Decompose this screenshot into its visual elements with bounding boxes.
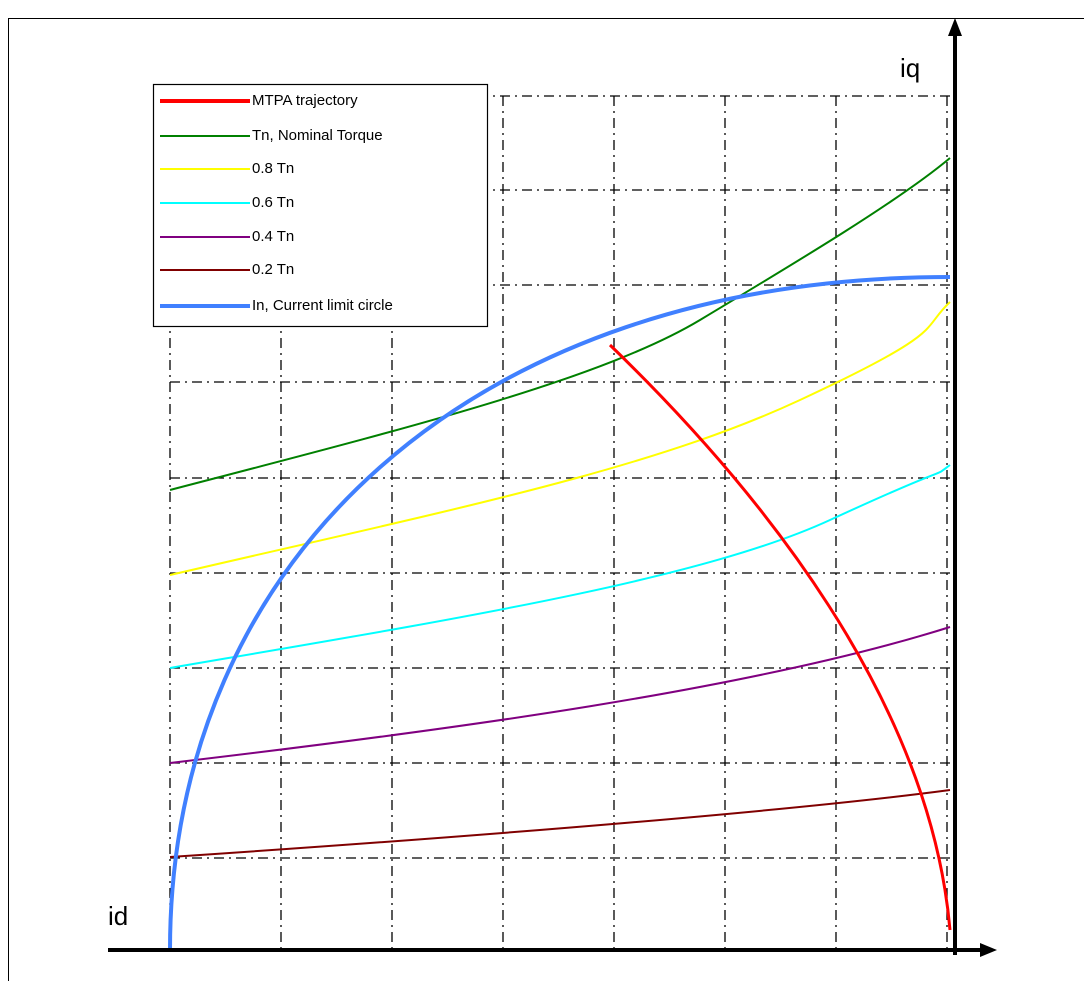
curve-06 (170, 465, 950, 668)
legend-label: 0.4 Tn (252, 228, 294, 245)
x-arrow (980, 943, 997, 957)
y-arrow (948, 18, 962, 36)
legend-label: In, Current limit circle (252, 297, 393, 314)
legend-label: 0.6 Tn (252, 194, 294, 211)
curve-mtpa (610, 345, 950, 930)
y-axis-label: iq (900, 53, 920, 83)
legend-label: 0.2 Tn (252, 261, 294, 278)
legend-label: Tn, Nominal Torque (252, 127, 383, 144)
legend-label: MTPA trajectory (252, 92, 358, 109)
legend-box (154, 85, 488, 327)
x-axis-label: id (108, 901, 128, 931)
legend-label: 0.8 Tn (252, 160, 294, 177)
legend: MTPA trajectory Tn, Nominal Torque 0.8 Tn 0… (154, 85, 488, 327)
curve-02 (170, 790, 950, 857)
curve-08 (170, 302, 950, 575)
